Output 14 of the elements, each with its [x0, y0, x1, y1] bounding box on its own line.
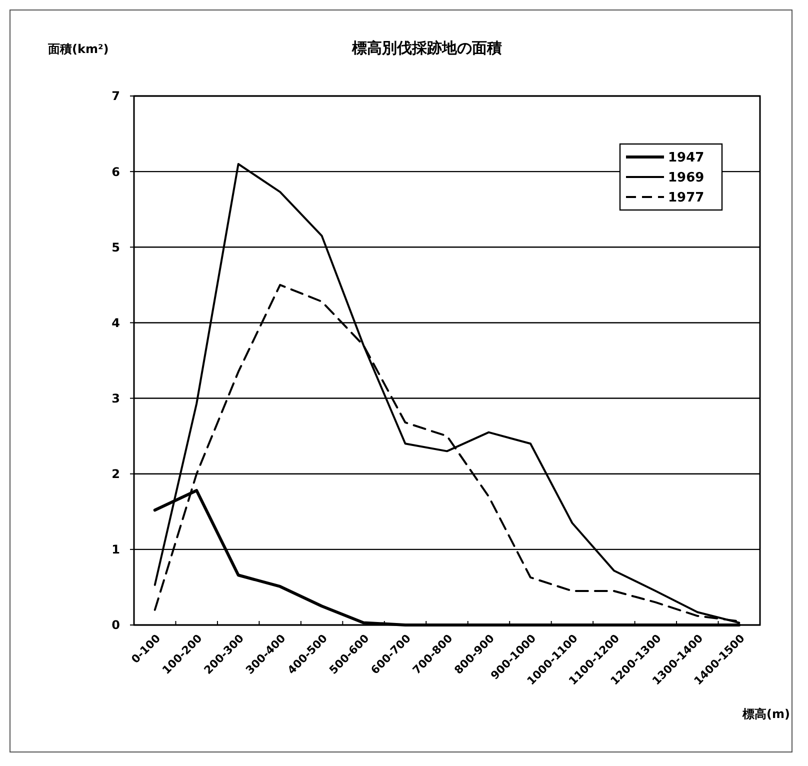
y-tick-label: 0 — [112, 618, 120, 632]
y-tick-label: 5 — [112, 240, 120, 254]
y-tick-label: 4 — [112, 316, 120, 330]
legend-label: 1969 — [668, 170, 704, 186]
y-tick-label: 2 — [112, 467, 120, 482]
legend-label: 1947 — [668, 150, 704, 166]
y-tick-label: 1 — [112, 542, 120, 557]
legend-label: 1977 — [668, 190, 704, 206]
y-tick-label: 3 — [112, 391, 120, 406]
y-tick-label: 6 — [112, 164, 120, 179]
y-tick-label: 7 — [112, 89, 120, 104]
y-axis-title: 面積(km²) — [47, 42, 109, 56]
chart-title: 標高別伐採跡地の面積 — [351, 39, 502, 57]
x-axis-title: 標高(m) — [742, 707, 790, 721]
